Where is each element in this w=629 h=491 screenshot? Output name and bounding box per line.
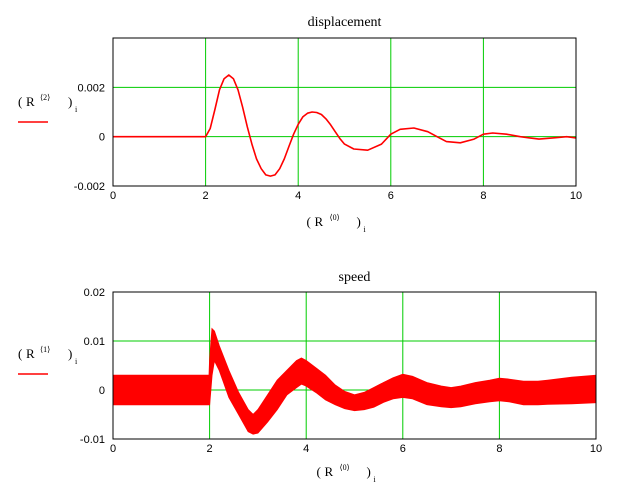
plot-frame [112,291,597,440]
x-tick-label: 2 [207,443,213,455]
x-label-superscript: ⟨0⟩ [330,213,340,222]
x-tick-label: 2 [203,190,209,202]
x-axis-label: ( R ⟨0⟩)i [307,213,367,234]
y-tick-label: 0 [99,385,105,397]
paren-close: ) [357,214,361,229]
x-tick-label: 8 [480,190,486,202]
x-label-subscript: i [374,475,377,484]
x-tick-label: 10 [590,443,602,455]
paren-open: ( [18,346,22,361]
x-tick-label: 8 [496,443,502,455]
x-tick-label: 0 [110,443,116,455]
y-axis-label: ( R ⟨1⟩)i [18,345,78,375]
y-label-superscript: ⟨2⟩ [40,93,50,102]
paren-close: ) [68,346,72,361]
y-label-base: R [26,346,35,361]
x-label-subscript: i [364,225,367,234]
y-axis-label: ( R ⟨2⟩)i [18,93,78,123]
x-tick-label: 6 [400,443,406,455]
x-tick-label: 10 [570,190,582,202]
y-tick-label: -0.002 [74,181,105,193]
x-label-superscript: ⟨0⟩ [340,463,350,472]
paren-close: ) [367,464,371,479]
y-tick-label: -0.01 [80,434,105,446]
chart-title: speed [339,270,371,285]
x-label-base: R [325,464,334,479]
x-tick-label: 6 [388,190,394,202]
plot-frame [112,37,577,187]
paren-close: ) [68,94,72,109]
y-label-base: R [26,94,35,109]
x-tick-label: 0 [110,190,116,202]
x-axis-label: ( R ⟨0⟩)i [317,463,377,484]
paren-open: ( [307,214,311,229]
x-tick-label: 4 [295,190,301,202]
chart-title: displacement [308,15,382,30]
x-tick-label: 4 [303,443,309,455]
paren-open: ( [317,464,321,479]
y-label-subscript: i [75,357,78,366]
paren-open: ( [18,94,22,109]
y-tick-label: 0.01 [84,336,105,348]
y-tick-label: 0 [99,132,105,144]
y-label-superscript: ⟨1⟩ [40,345,50,354]
x-label-base: R [315,214,324,229]
series-band [112,327,597,435]
series-line [113,74,577,177]
y-tick-label: 0.02 [84,287,105,299]
y-label-subscript: i [75,105,78,114]
y-tick-label: 0.002 [77,82,105,94]
